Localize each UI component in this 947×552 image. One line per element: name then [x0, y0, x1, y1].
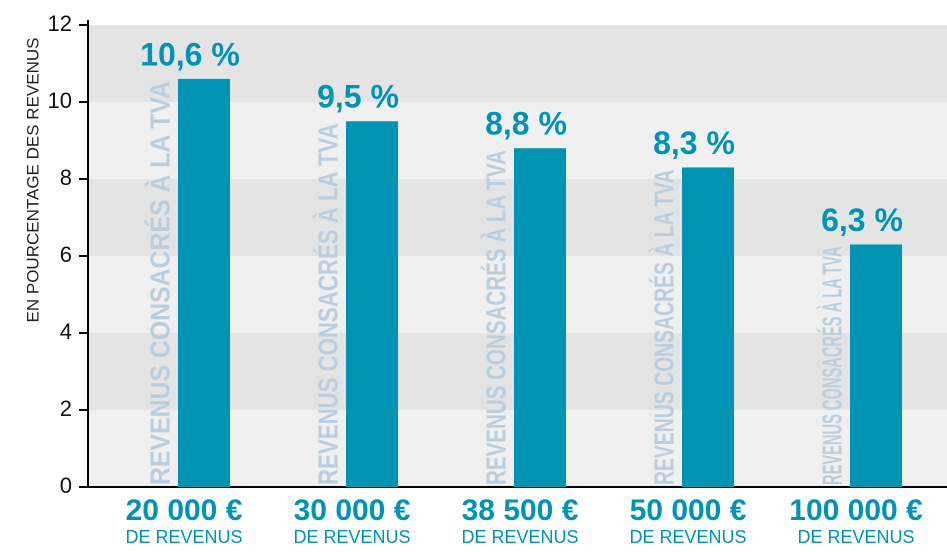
y-tick-label: 12: [48, 11, 72, 36]
x-tick-sublabel: DE REVENUS: [293, 527, 410, 547]
x-tick-sublabel: DE REVENUS: [125, 527, 242, 547]
bar-annotation: REVENUS CONSACRÉS À LA TVA: [144, 81, 175, 485]
y-tick-label: 6: [60, 242, 72, 267]
x-tick-label: 20 000 €: [126, 494, 243, 527]
y-tick-label: 0: [60, 473, 72, 498]
bar-annotation: REVENUS CONSACRÉS À LA TVA: [648, 169, 679, 485]
bar-annotation: REVENUS CONSACRÉS À LA TVA: [312, 123, 343, 485]
y-tick-label: 4: [60, 319, 72, 344]
bar: [178, 78, 230, 488]
x-tick-label: 50 000 €: [630, 494, 747, 527]
value-label: 6,3 %: [821, 202, 903, 238]
y-tick-label: 8: [60, 165, 72, 190]
x-tick-label: 38 500 €: [462, 494, 579, 527]
x-tick-label: 100 000 €: [789, 494, 923, 527]
y-tick-label: 2: [60, 396, 72, 421]
grid-band: [88, 25, 947, 102]
value-label: 9,5 %: [317, 79, 399, 115]
value-label: 8,3 %: [653, 125, 735, 161]
bar: [682, 167, 734, 487]
y-tick-label: 10: [48, 88, 72, 113]
x-tick-label: 30 000 €: [294, 494, 411, 527]
bar: [850, 244, 902, 487]
bar: [346, 121, 398, 487]
x-tick-sublabel: DE REVENUS: [629, 527, 746, 547]
bar-annotation: REVENUS CONSACRÉS À LA TVA: [816, 246, 847, 485]
bar-annotation: REVENUS CONSACRÉS À LA TVA: [480, 150, 511, 485]
x-tick-sublabel: DE REVENUS: [461, 527, 578, 547]
value-label: 8,8 %: [485, 106, 567, 142]
value-label: 10,6 %: [140, 36, 240, 72]
x-tick-sublabel: DE REVENUS: [797, 527, 914, 547]
bar: [514, 148, 566, 487]
y-axis-label: EN POURCENTAGE DES REVENUS: [23, 38, 42, 323]
